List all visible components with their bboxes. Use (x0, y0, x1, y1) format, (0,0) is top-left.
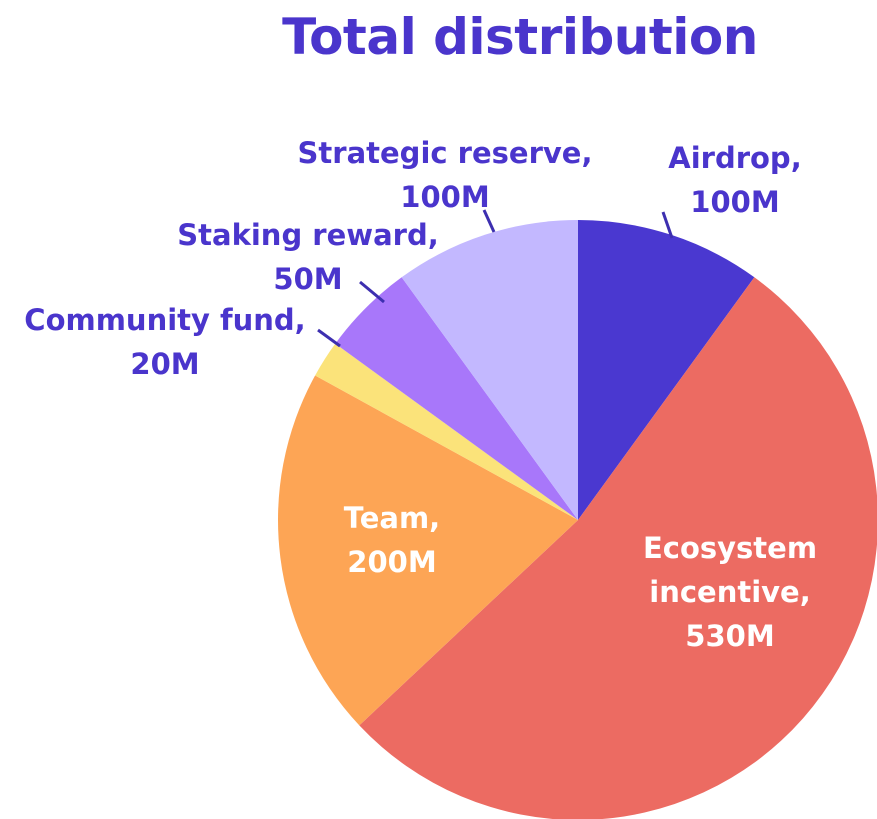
pie-slice-0 (578, 220, 755, 520)
slice-labels: Airdrop, 100M Ecosystem incentive, 530M Team,… (24, 136, 817, 653)
slice-label-3-line-1: Community fund, (24, 303, 305, 337)
leader-line-4 (359, 280, 385, 304)
slice-label-3-line-2: 20M (130, 347, 199, 381)
slice-label-1-line-1: Ecosystem (643, 531, 817, 565)
pie-slice-1 (359, 277, 877, 819)
leader-lines (317, 209, 674, 348)
slice-label-0-line-2: 100M (690, 185, 779, 219)
slice-label-2: Team, 200M (344, 501, 440, 579)
pie-slice-5 (401, 220, 578, 520)
slice-label-3: Community fund, 20M (24, 303, 305, 381)
leader-line-3 (317, 328, 341, 348)
pie-slices (278, 220, 877, 819)
slice-label-1: Ecosystem incentive, 530M (643, 531, 817, 653)
slice-label-2-line-1: Team, (344, 501, 440, 535)
slice-label-5: Strategic reserve, 100M (298, 136, 593, 214)
slice-label-5-line-1: Strategic reserve, (298, 136, 593, 170)
chart-title: Total distribution (282, 8, 758, 66)
slice-label-5-line-2: 100M (400, 180, 489, 214)
slice-label-2-line-2: 200M (347, 545, 436, 579)
slice-label-4-line-1: Staking reward, (177, 218, 438, 252)
leader-line-5 (482, 209, 496, 233)
slice-label-0: Airdrop, 100M (668, 141, 801, 219)
slice-label-4: Staking reward, 50M (177, 218, 438, 296)
slice-label-4-line-2: 50M (273, 262, 342, 296)
slice-label-1-line-3: 530M (685, 619, 774, 653)
pie-slice-4 (335, 277, 578, 520)
slice-label-0-line-1: Airdrop, (668, 141, 801, 175)
slice-label-1-line-2: incentive, (649, 575, 810, 609)
pie-slice-3 (315, 343, 578, 520)
pie-slice-2 (278, 375, 578, 726)
leader-line-0 (661, 211, 674, 239)
